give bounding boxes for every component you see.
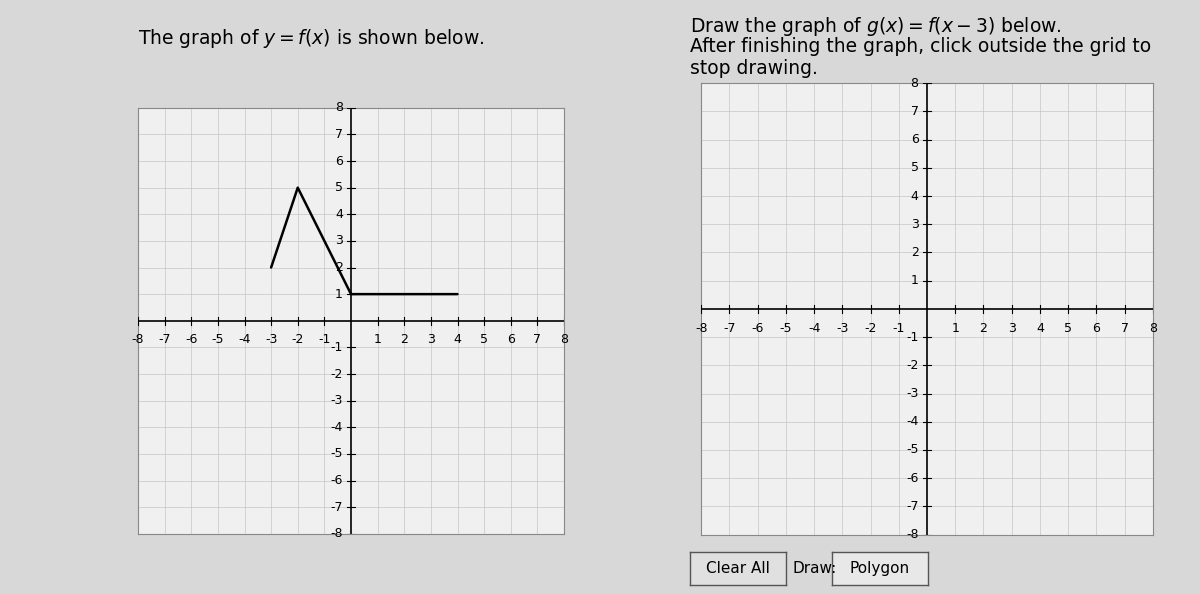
Text: -8: -8	[695, 321, 708, 334]
Text: -6: -6	[185, 333, 198, 346]
Text: 4: 4	[335, 208, 343, 221]
Text: -5: -5	[780, 321, 792, 334]
Text: 7: 7	[911, 105, 918, 118]
Text: 2: 2	[401, 333, 408, 346]
Text: 8: 8	[560, 333, 568, 346]
Text: -2: -2	[864, 321, 877, 334]
Text: 1: 1	[952, 321, 959, 334]
Text: -6: -6	[751, 321, 764, 334]
Text: 8: 8	[1148, 321, 1157, 334]
Text: 4: 4	[1036, 321, 1044, 334]
Text: 7: 7	[533, 333, 541, 346]
Text: 7: 7	[335, 128, 343, 141]
Text: -3: -3	[906, 387, 918, 400]
Text: Clear All: Clear All	[706, 561, 770, 576]
Text: -5: -5	[330, 447, 343, 460]
Text: -8: -8	[330, 527, 343, 541]
Text: 6: 6	[1092, 321, 1100, 334]
Text: 2: 2	[979, 321, 988, 334]
Text: 1: 1	[373, 333, 382, 346]
Text: Draw the graph of $g(x) = f(x - 3)$ below.: Draw the graph of $g(x) = f(x - 3)$ belo…	[690, 15, 1062, 38]
Text: 8: 8	[911, 77, 918, 90]
Text: -1: -1	[893, 321, 905, 334]
Text: -5: -5	[211, 333, 224, 346]
Text: -7: -7	[724, 321, 736, 334]
Text: -4: -4	[906, 415, 918, 428]
Text: -1: -1	[906, 331, 918, 343]
Text: -4: -4	[331, 421, 343, 434]
Text: -8: -8	[132, 333, 144, 346]
Text: 4: 4	[454, 333, 462, 346]
Text: 1: 1	[911, 274, 918, 287]
Text: -1: -1	[318, 333, 330, 346]
Text: 3: 3	[335, 235, 343, 247]
Text: -3: -3	[331, 394, 343, 407]
Text: 2: 2	[911, 246, 918, 259]
Text: -6: -6	[331, 474, 343, 487]
Text: -2: -2	[906, 359, 918, 372]
Text: -4: -4	[808, 321, 821, 334]
Text: -3: -3	[265, 333, 277, 346]
Text: -7: -7	[330, 501, 343, 514]
Text: -7: -7	[158, 333, 170, 346]
Text: The graph of $y = f(x)$ is shown below.: The graph of $y = f(x)$ is shown below.	[138, 27, 485, 50]
Text: 7: 7	[1121, 321, 1128, 334]
Text: 6: 6	[911, 133, 918, 146]
Text: -3: -3	[836, 321, 848, 334]
Text: -6: -6	[906, 472, 918, 485]
Text: -1: -1	[331, 341, 343, 354]
Text: 1: 1	[335, 287, 343, 301]
Text: 5: 5	[1064, 321, 1072, 334]
Text: 4: 4	[911, 189, 918, 203]
Text: -2: -2	[331, 368, 343, 381]
Text: 5: 5	[480, 333, 488, 346]
Text: stop drawing.: stop drawing.	[690, 59, 818, 78]
Text: 6: 6	[335, 154, 343, 168]
Text: 8: 8	[335, 101, 343, 114]
Text: After finishing the graph, click outside the grid to: After finishing the graph, click outside…	[690, 37, 1151, 56]
Text: 5: 5	[911, 162, 918, 174]
Text: 3: 3	[1008, 321, 1015, 334]
Text: 5: 5	[335, 181, 343, 194]
Text: 3: 3	[427, 333, 434, 346]
Text: 6: 6	[506, 333, 515, 346]
Text: 3: 3	[911, 218, 918, 230]
Text: 2: 2	[335, 261, 343, 274]
Text: -8: -8	[906, 528, 918, 541]
Text: Polygon: Polygon	[850, 561, 910, 576]
Text: Draw:: Draw:	[792, 561, 836, 576]
Text: -4: -4	[239, 333, 251, 346]
Text: -7: -7	[906, 500, 918, 513]
Text: -5: -5	[906, 444, 918, 456]
Text: -2: -2	[292, 333, 304, 346]
